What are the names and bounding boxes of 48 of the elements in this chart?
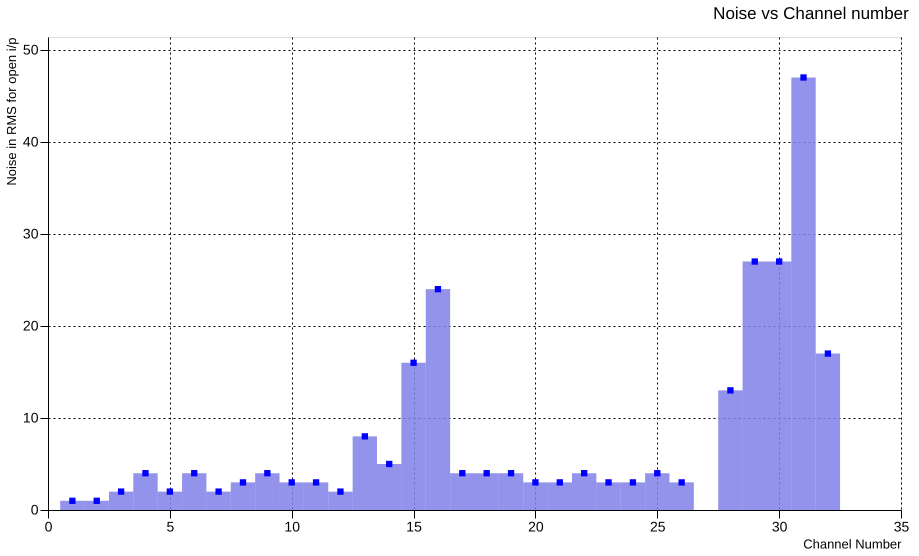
point	[678, 479, 685, 486]
point	[484, 470, 490, 476]
point	[69, 498, 76, 504]
y-tick-label: 20	[22, 317, 39, 334]
point	[434, 286, 442, 292]
point	[240, 479, 246, 486]
point	[605, 479, 612, 486]
point	[118, 488, 124, 495]
point	[824, 350, 832, 357]
point	[508, 470, 514, 476]
x-tick-label: 10	[284, 518, 300, 534]
point	[264, 470, 271, 476]
point	[94, 498, 100, 504]
point	[654, 470, 660, 476]
point	[191, 470, 198, 476]
x-tick-label: 15	[406, 518, 422, 534]
point	[459, 470, 466, 476]
point	[752, 258, 758, 265]
point	[800, 74, 807, 81]
point	[727, 387, 734, 394]
point	[362, 433, 368, 440]
y-tick-label: 0	[30, 502, 39, 518]
point	[166, 488, 174, 495]
x-tick-label: 30	[772, 518, 788, 534]
point	[337, 488, 344, 495]
y-tick-label: 40	[22, 133, 39, 150]
y-axis-title: Noise in RMS for open i/p	[4, 38, 19, 186]
x-tick-label: 25	[650, 518, 666, 534]
point	[556, 479, 563, 486]
point	[142, 470, 149, 476]
x-tick-label: 0	[44, 518, 53, 534]
x-tick-label: 5	[166, 518, 174, 534]
x-tick-label: 20	[528, 518, 544, 534]
y-tick-label: 10	[22, 409, 39, 426]
point	[776, 258, 782, 265]
point	[386, 460, 392, 468]
chart-title: Noise vs Channel number	[713, 4, 910, 23]
point	[630, 479, 636, 486]
x-axis-title: Channel Number	[803, 536, 902, 552]
point	[581, 470, 588, 476]
point	[410, 360, 417, 366]
point	[215, 488, 222, 495]
x-tick-label: 35	[894, 518, 910, 534]
y-tick-label: 30	[22, 225, 39, 242]
point	[312, 479, 320, 486]
point	[532, 479, 539, 486]
point	[288, 479, 295, 486]
y-tick-label: 50	[22, 41, 39, 58]
